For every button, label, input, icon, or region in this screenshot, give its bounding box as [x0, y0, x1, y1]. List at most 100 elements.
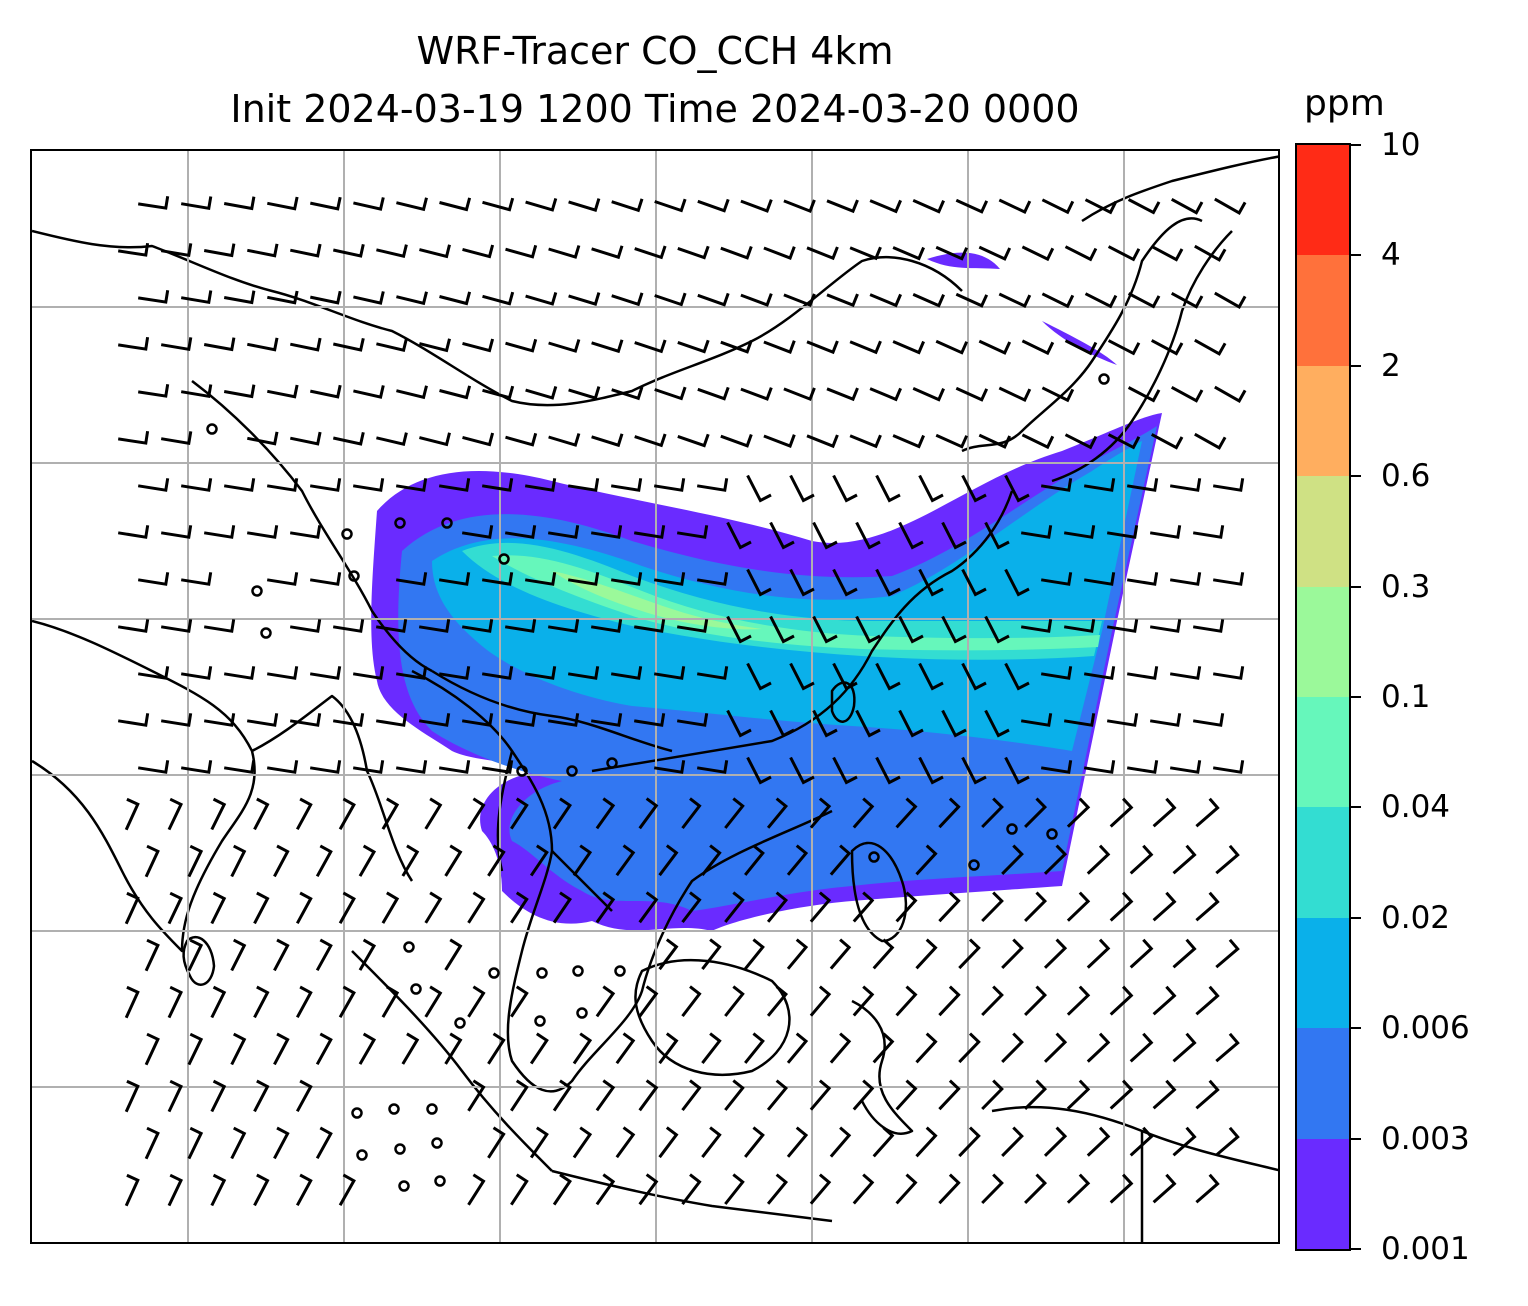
wind-barb	[1020, 713, 1053, 727]
wind-barb	[1170, 385, 1204, 403]
wind-barbs	[117, 196, 1247, 1207]
wind-barb	[510, 985, 529, 1018]
wind-barb	[895, 1173, 918, 1205]
wind-barb	[875, 474, 901, 503]
wind-barb	[1127, 292, 1161, 309]
calm-wind-marker	[606, 757, 618, 769]
wind-barb	[548, 245, 581, 259]
wind-barb	[766, 985, 789, 1017]
wind-barb	[505, 432, 538, 447]
wind-barb	[210, 1173, 227, 1207]
calm-wind-marker	[1006, 823, 1018, 835]
wind-barb	[590, 525, 623, 539]
wind-barb	[230, 1126, 247, 1160]
wind-barb	[482, 291, 515, 306]
wind-barb	[938, 985, 961, 1017]
wind-barb	[289, 337, 322, 352]
wind-barb	[1041, 198, 1075, 215]
wind-barb	[203, 337, 236, 352]
wind-barb	[955, 292, 989, 308]
wind-barb	[766, 1173, 789, 1205]
wind-barb	[681, 1079, 702, 1112]
wind-barb	[529, 1032, 549, 1065]
wind-barb	[872, 1032, 895, 1064]
wind-barb	[568, 292, 601, 306]
calm-wind-marker	[576, 1007, 588, 1019]
wind-barb	[1066, 797, 1091, 828]
wind-barb	[1129, 1126, 1154, 1157]
wind-barb	[701, 1126, 722, 1159]
wind-barb	[203, 619, 236, 633]
wind-barb	[358, 938, 377, 971]
colorbar-tick	[1351, 585, 1361, 588]
wind-barb	[567, 572, 600, 586]
wind-barb	[247, 431, 279, 446]
colorbar-tick-label: 0.003	[1381, 1120, 1470, 1157]
calm-wind-marker	[410, 983, 422, 995]
wind-barb	[918, 568, 944, 597]
wind-barb	[338, 797, 356, 830]
plume-level-0.001-north	[927, 252, 1000, 269]
wind-barb	[611, 292, 644, 307]
map-panel	[30, 149, 1280, 1244]
wind-barb	[696, 478, 729, 492]
wind-barb	[789, 662, 815, 691]
colorbar-tick-label: 10	[1381, 127, 1421, 163]
wind-barb	[510, 1079, 529, 1112]
wind-barb	[1086, 938, 1111, 969]
wind-barb	[439, 291, 472, 306]
wind-barb	[869, 387, 902, 402]
wind-barb	[230, 844, 247, 878]
calm-wind-marker	[388, 1103, 400, 1115]
wind-barb	[223, 666, 256, 680]
wind-barb	[653, 760, 686, 774]
wind-barb	[315, 1126, 333, 1160]
wind-barb	[1043, 844, 1068, 875]
calm-wind-marker	[968, 859, 980, 871]
wind-barb	[676, 713, 709, 727]
wind-barb	[726, 615, 752, 644]
wind-barb	[1126, 478, 1159, 492]
wind-barb	[638, 891, 659, 924]
calm-wind-marker	[566, 765, 578, 777]
wind-barb	[467, 797, 486, 830]
wind-barb	[1107, 245, 1141, 262]
wind-barb	[677, 245, 710, 260]
wind-barb	[1212, 478, 1245, 492]
wind-barb	[482, 197, 515, 212]
wind-barb	[591, 245, 624, 260]
coastline-philippines	[850, 841, 908, 943]
wind-barb	[137, 760, 170, 774]
wind-barb	[353, 291, 385, 305]
wind-barb	[724, 797, 745, 829]
colorbar-segment	[1297, 586, 1349, 697]
wind-barb	[352, 760, 385, 774]
coastline-java	[551, 1169, 833, 1223]
colorbar-tick-label: 4	[1381, 237, 1401, 274]
wind-barb	[1127, 386, 1161, 403]
calm-wind-marker	[341, 528, 353, 540]
wind-barb	[812, 521, 838, 550]
colorbar-tick	[1351, 1027, 1361, 1030]
wind-barb	[961, 756, 987, 785]
wind-barb	[766, 891, 789, 923]
wind-barb	[187, 1126, 204, 1160]
wind-barb	[1106, 619, 1139, 633]
wind-barb	[1024, 891, 1048, 922]
wind-barb	[338, 985, 356, 1018]
wind-barb	[826, 293, 859, 308]
wind-barb	[1066, 1079, 1091, 1110]
colorbar-tick-label: 0.6	[1381, 458, 1431, 495]
wind-barb	[439, 385, 472, 400]
calm-wind-marker	[403, 941, 415, 953]
wind-barb	[1212, 666, 1245, 680]
wind-barb	[481, 666, 514, 680]
wind-barb	[137, 196, 170, 210]
colorbar-tick	[1351, 254, 1361, 257]
wind-barb	[832, 474, 858, 503]
wind-barb	[806, 340, 839, 355]
wind-barb	[117, 242, 150, 257]
coastline-borneo	[634, 958, 791, 1076]
wind-barb	[720, 339, 753, 354]
wind-barb	[467, 1079, 486, 1112]
